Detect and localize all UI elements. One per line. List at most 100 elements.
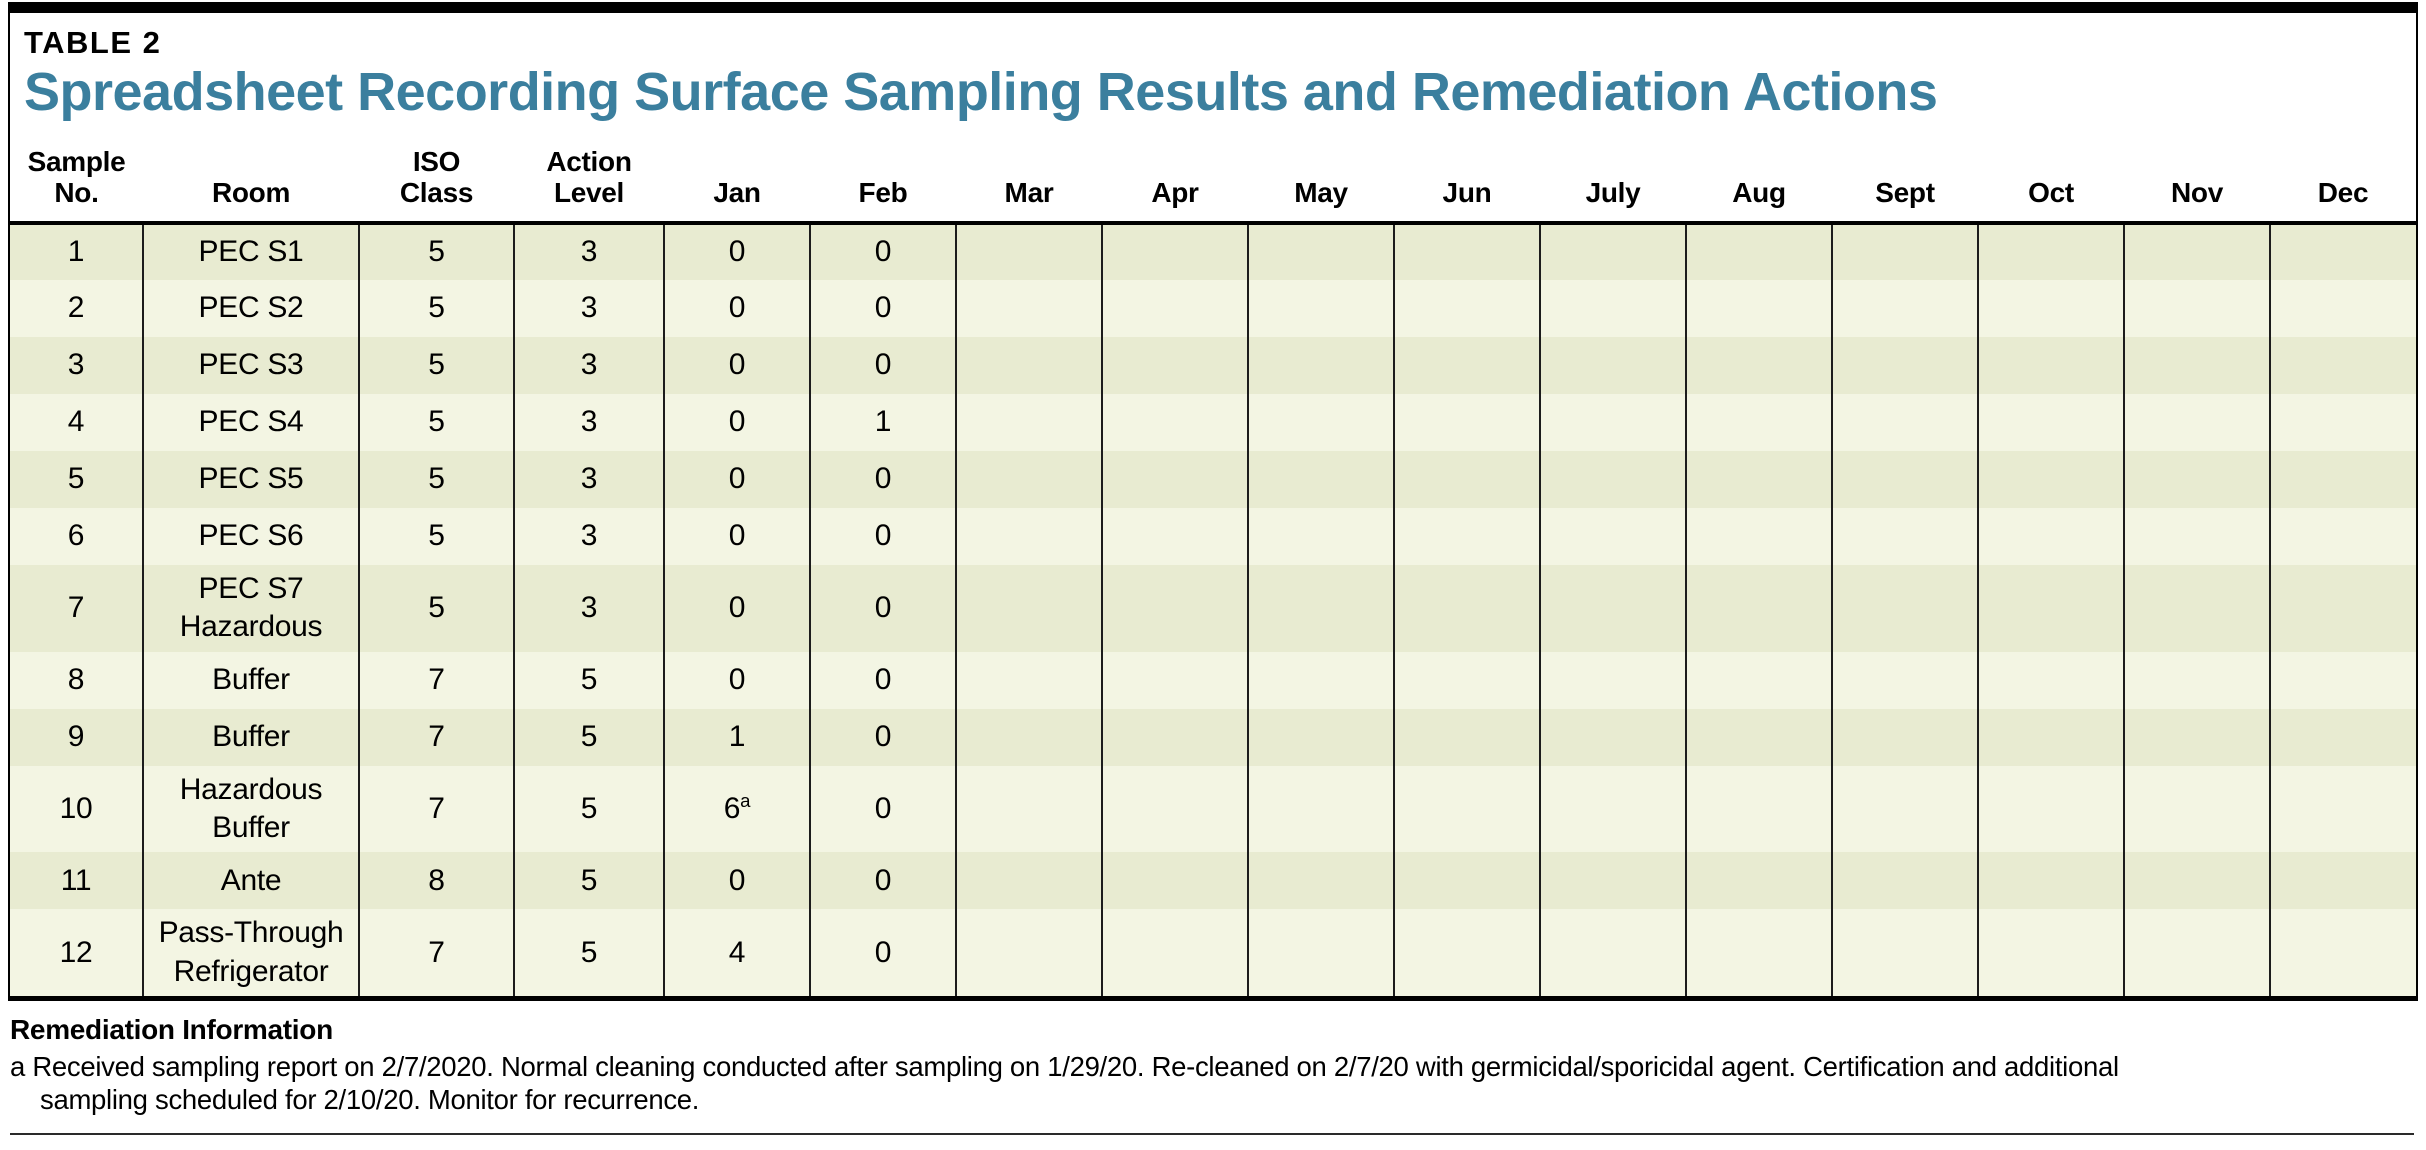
cell-month-mar — [956, 765, 1103, 853]
cell-month-mar — [956, 651, 1103, 709]
cell-sample-no: 7 — [10, 564, 144, 652]
cell-month-mar — [956, 852, 1103, 910]
cell-month-jan: 0 — [664, 450, 811, 508]
cell-room: Buffer — [143, 651, 360, 709]
cell-month-nov — [2124, 651, 2271, 709]
cell-month-may — [1248, 708, 1395, 766]
cell-month-feb: 0 — [810, 450, 957, 508]
cell-month-jun — [1394, 450, 1541, 508]
cell-month-jan: 0 — [664, 651, 811, 709]
footnote-line-1: a Received sampling report on 2/7/2020. … — [10, 1050, 2414, 1084]
cell-month-feb: 0 — [810, 336, 957, 394]
cell-month-oct — [1978, 450, 2125, 508]
cell-month-july — [1540, 222, 1687, 280]
cell-sample-no: 6 — [10, 507, 144, 565]
cell-month-may — [1248, 651, 1395, 709]
cell-month-jun — [1394, 279, 1541, 337]
table-row: 5 PEC S5 5 3 0 0 — [10, 450, 2416, 508]
cell-month-oct — [1978, 909, 2125, 999]
cell-month-may — [1248, 336, 1395, 394]
col-header-room: Room — [143, 122, 359, 225]
col-header-sample-no: Sample No. — [10, 122, 143, 225]
cell-month-jan: 1 — [664, 708, 811, 766]
cell-month-may — [1248, 909, 1395, 999]
cell-sample-no: 1 — [10, 222, 144, 280]
table-title-area: TABLE 2 Spreadsheet Recording Surface Sa… — [10, 13, 2416, 123]
cell-month-apr — [1102, 852, 1249, 910]
cell-month-sept — [1832, 708, 1979, 766]
cell-iso-class: 5 — [359, 450, 515, 508]
col-header-jun: Jun — [1394, 122, 1540, 225]
table-row: 3 PEC S3 5 3 0 0 — [10, 336, 2416, 394]
cell-month-dec — [2270, 336, 2416, 394]
cell-month-oct — [1978, 708, 2125, 766]
cell-month-aug — [1686, 564, 1833, 652]
cell-month-sept — [1832, 450, 1979, 508]
cell-month-apr — [1102, 279, 1249, 337]
cell-month-apr — [1102, 336, 1249, 394]
cell-sample-no: 2 — [10, 279, 144, 337]
cell-month-july — [1540, 450, 1687, 508]
cell-month-apr — [1102, 909, 1249, 999]
cell-month-dec — [2270, 765, 2416, 853]
cell-month-may — [1248, 564, 1395, 652]
cell-sample-no: 8 — [10, 651, 144, 709]
top-bar — [8, 2, 2418, 13]
cell-iso-class: 7 — [359, 765, 515, 853]
cell-month-july — [1540, 852, 1687, 910]
cell-room: Hazardous Buffer — [143, 765, 360, 853]
cell-month-jan: 0 — [664, 222, 811, 280]
cell-month-aug — [1686, 852, 1833, 910]
col-header-aug: Aug — [1686, 122, 1832, 225]
table-body: 1 PEC S1 5 3 0 0 2 PEC S2 5 3 0 0 3 PEC S3 5 3 0 0 4 PEC S4… — [10, 222, 2416, 999]
cell-month-mar — [956, 708, 1103, 766]
cell-month-sept — [1832, 507, 1979, 565]
cell-action-level: 3 — [514, 393, 665, 451]
cell-month-feb: 0 — [810, 765, 957, 853]
cell-month-dec — [2270, 708, 2416, 766]
cell-month-oct — [1978, 279, 2125, 337]
cell-room: PEC S1 — [143, 222, 360, 280]
cell-room: PEC S7 Hazardous — [143, 564, 360, 652]
cell-month-jun — [1394, 222, 1541, 280]
cell-sample-no: 11 — [10, 852, 144, 910]
cell-month-nov — [2124, 765, 2271, 853]
cell-month-jun — [1394, 393, 1541, 451]
cell-month-apr — [1102, 765, 1249, 853]
col-header-feb: Feb — [810, 122, 956, 225]
cell-month-oct — [1978, 393, 2125, 451]
cell-month-aug — [1686, 336, 1833, 394]
cell-month-nov — [2124, 909, 2271, 999]
cell-month-july — [1540, 564, 1687, 652]
col-header-nov: Nov — [2124, 122, 2270, 225]
cell-month-dec — [2270, 564, 2416, 652]
table-row: 7 PEC S7 Hazardous 5 3 0 0 — [10, 564, 2416, 652]
table-row: 10 Hazardous Buffer 7 5 6a 0 — [10, 765, 2416, 853]
table-row: 12 Pass-Through Refrigerator 7 5 4 0 — [10, 909, 2416, 999]
cell-iso-class: 5 — [359, 564, 515, 652]
cell-month-dec — [2270, 393, 2416, 451]
cell-month-may — [1248, 852, 1395, 910]
cell-month-dec — [2270, 852, 2416, 910]
cell-action-level: 3 — [514, 279, 665, 337]
col-header-july: July — [1540, 122, 1686, 225]
cell-month-may — [1248, 393, 1395, 451]
cell-iso-class: 8 — [359, 852, 515, 910]
cell-month-feb: 0 — [810, 708, 957, 766]
cell-month-apr — [1102, 564, 1249, 652]
cell-month-nov — [2124, 222, 2271, 280]
cell-month-nov — [2124, 279, 2271, 337]
cell-month-feb: 0 — [810, 564, 957, 652]
cell-month-nov — [2124, 708, 2271, 766]
cell-month-sept — [1832, 651, 1979, 709]
table-title: Spreadsheet Recording Surface Sampling R… — [24, 61, 1938, 122]
cell-month-aug — [1686, 909, 1833, 999]
cell-room: PEC S3 — [143, 336, 360, 394]
cell-month-nov — [2124, 564, 2271, 652]
cell-month-oct — [1978, 222, 2125, 280]
cell-month-sept — [1832, 564, 1979, 652]
col-header-jan: Jan — [664, 122, 810, 225]
table-row: 9 Buffer 7 5 1 0 — [10, 708, 2416, 766]
cell-room: Ante — [143, 852, 360, 910]
